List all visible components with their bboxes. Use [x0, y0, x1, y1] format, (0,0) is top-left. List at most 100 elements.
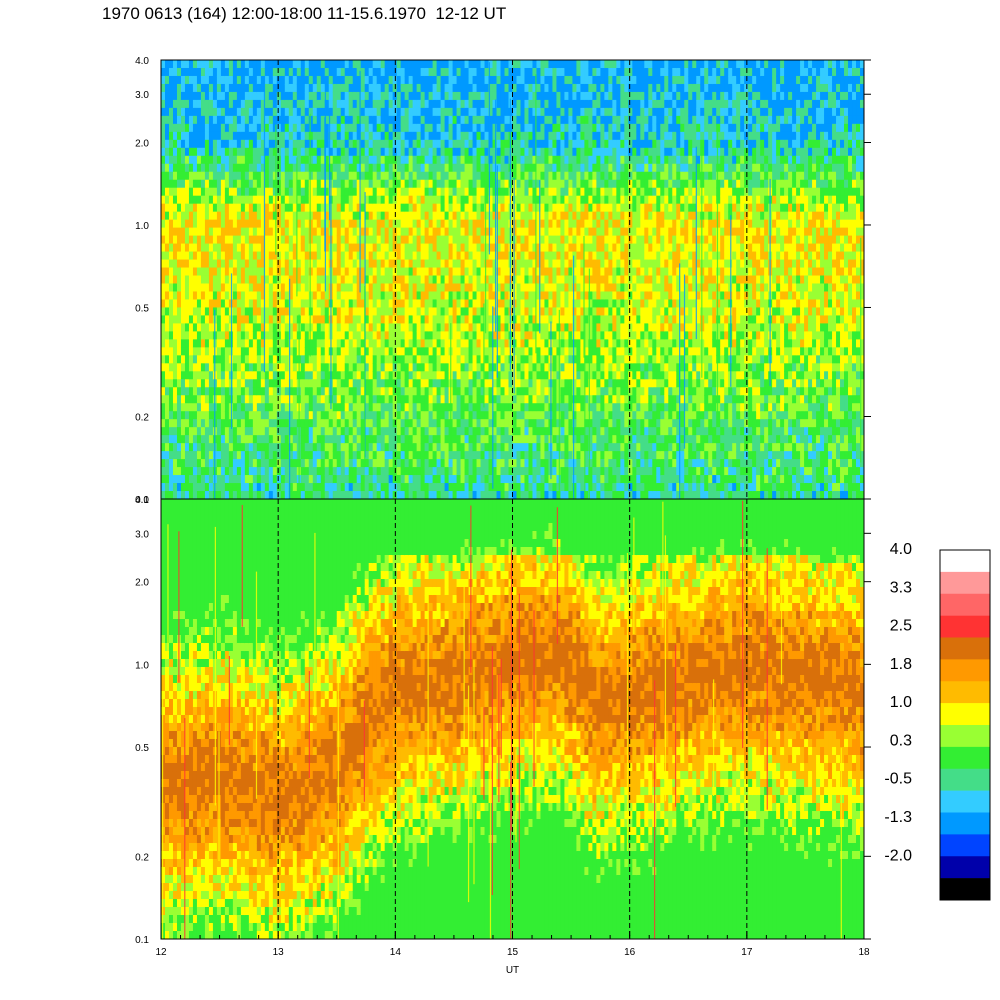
heatmap-cell: [180, 99, 186, 109]
heatmap-cell: [280, 331, 286, 340]
heatmap-cell: [428, 131, 434, 141]
heatmap-cell: [440, 395, 446, 404]
heatmap-cell: [300, 323, 306, 332]
heatmap-cell: [436, 443, 442, 452]
heatmap-cell: [452, 131, 458, 141]
heatmap-cell: [516, 395, 522, 404]
heatmap-cell: [492, 291, 498, 301]
heatmap-cell: [268, 67, 274, 77]
heatmap-cell: [208, 475, 214, 484]
heatmap-cell: [364, 331, 370, 340]
heatmap-cell: [316, 491, 322, 499]
heatmap-cell: [161, 379, 166, 388]
heatmap-cell: [340, 475, 346, 484]
heatmap-cell: [348, 235, 354, 245]
heatmap-cell: [188, 75, 194, 85]
heatmap-cell: [488, 411, 494, 420]
heatmap-cell: [332, 315, 338, 324]
heatmap-cell: [168, 371, 174, 380]
heatmap-cell: [292, 419, 298, 428]
heatmap-cell: [292, 243, 298, 253]
heatmap-cell: [208, 491, 214, 499]
heatmap-cell: [384, 363, 390, 372]
heatmap-cell: [188, 491, 194, 499]
heatmap-cell: [240, 99, 246, 109]
heatmap-cell: [408, 267, 414, 277]
heatmap-cell: [428, 355, 434, 364]
heatmap-cell: [248, 235, 254, 245]
heatmap-cell: [496, 307, 502, 317]
heatmap-cell: [460, 99, 466, 109]
heatmap-cell: [252, 67, 258, 77]
heatmap-cell: [484, 115, 490, 125]
heatmap-cell: [352, 347, 358, 356]
heatmap-cell: [308, 283, 314, 293]
heatmap-cell: [496, 259, 502, 269]
heatmap-cell: [452, 115, 458, 125]
heatmap-cell: [464, 299, 470, 309]
heatmap-cell: [472, 115, 478, 125]
heatmap-cell: [472, 99, 478, 109]
heatmap-cell: [496, 299, 502, 309]
heatmap-cell: [368, 107, 374, 117]
heatmap-cell: [236, 179, 242, 189]
heatmap-cell: [176, 203, 182, 213]
heatmap-cell: [492, 115, 498, 125]
heatmap-cell: [256, 387, 262, 396]
heatmap-cell: [328, 115, 334, 125]
heatmap-cell: [416, 139, 422, 149]
heatmap-cell: [364, 483, 370, 492]
heatmap-cell: [192, 355, 198, 364]
heatmap-cell: [484, 235, 490, 245]
heatmap-cell: [276, 251, 282, 261]
heatmap-cell: [516, 219, 522, 229]
heatmap-cell: [424, 211, 430, 221]
heatmap-cell: [216, 91, 222, 101]
heatmap-cell: [376, 459, 382, 468]
heatmap-cell: [268, 187, 274, 197]
heatmap-cell: [444, 291, 450, 301]
heatmap-cell: [468, 243, 474, 253]
heatmap-cell: [164, 251, 170, 261]
heatmap-cell: [356, 107, 362, 117]
heatmap-cell: [436, 187, 442, 197]
heatmap-cell: [396, 451, 402, 460]
heatmap-cell: [172, 179, 178, 189]
heatmap-cell: [264, 147, 270, 157]
heatmap-cell: [268, 275, 274, 285]
heatmap-cell: [516, 147, 522, 157]
heatmap-cell: [376, 371, 382, 380]
heatmap-cell: [420, 371, 426, 380]
heatmap-cell: [200, 187, 206, 197]
heatmap-cell: [500, 315, 506, 324]
heatmap-cell: [424, 299, 430, 309]
heatmap-cell: [396, 307, 402, 317]
heatmap-cell: [236, 387, 242, 396]
heatmap-cell: [212, 267, 218, 277]
heatmap-cell: [360, 307, 366, 317]
heatmap-cell: [420, 83, 426, 93]
heatmap-cell: [296, 251, 302, 261]
heatmap-cell: [444, 355, 450, 364]
heatmap-cell: [424, 139, 430, 149]
heatmap-cell: [220, 171, 226, 181]
heatmap-cell: [336, 419, 342, 428]
heatmap-cell: [488, 163, 494, 173]
heatmap-cell: [184, 91, 190, 101]
heatmap-cell: [268, 371, 274, 380]
heatmap-cell: [444, 331, 450, 340]
heatmap-cell: [388, 243, 394, 253]
heatmap-cell: [456, 219, 462, 229]
heatmap-cell: [320, 259, 326, 269]
heatmap-cell: [364, 435, 370, 444]
heatmap-cell: [240, 275, 246, 285]
heatmap-cell: [356, 115, 362, 125]
heatmap-cell: [196, 203, 202, 213]
heatmap-cell: [280, 75, 286, 85]
heatmap-cell: [372, 307, 378, 317]
heatmap-cell: [460, 227, 466, 237]
heatmap-cell: [492, 387, 498, 396]
heatmap-cell: [412, 203, 418, 213]
heatmap-cell: [404, 60, 410, 69]
heatmap-cell: [288, 475, 294, 484]
